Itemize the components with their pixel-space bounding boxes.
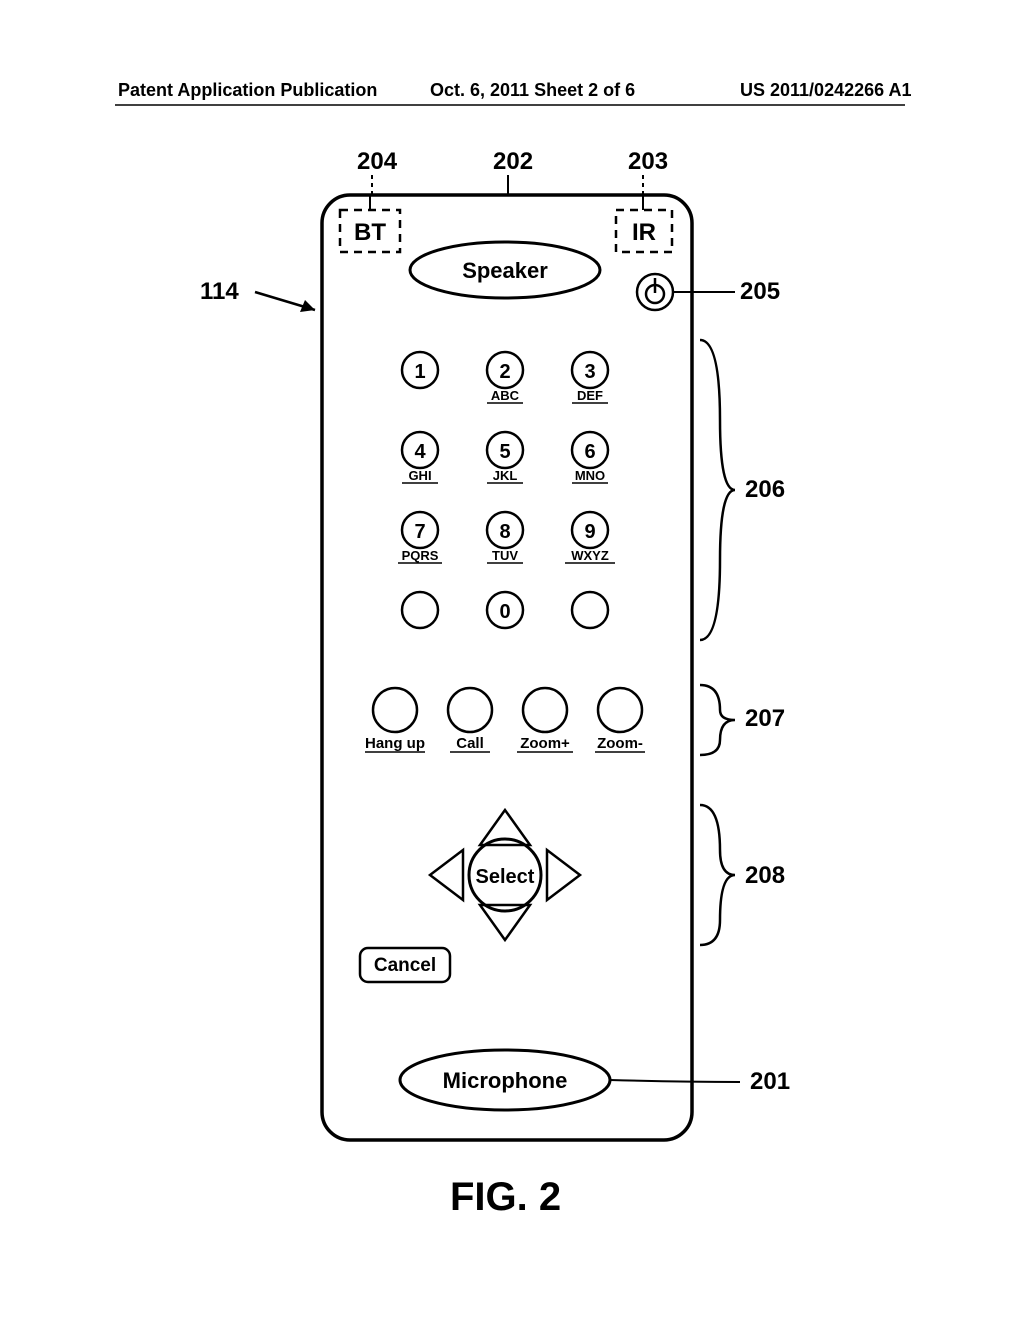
- ref-201: 201: [750, 1068, 790, 1096]
- device-outline: [322, 195, 692, 1140]
- ref-203: 203: [628, 148, 668, 176]
- microphone-label: Microphone: [443, 1068, 568, 1093]
- keypad: 1 2 ABC 3 DEF 4 GHI 5 JKL 6 MNO: [398, 352, 615, 628]
- svg-text:9: 9: [584, 521, 595, 543]
- svg-text:Zoom+: Zoom+: [520, 735, 570, 752]
- svg-text:Zoom-: Zoom-: [597, 735, 643, 752]
- svg-text:WXYZ: WXYZ: [571, 548, 609, 563]
- ref-207: 207: [745, 705, 785, 733]
- svg-text:PQRS: PQRS: [402, 548, 439, 563]
- svg-text:7: 7: [414, 521, 425, 543]
- svg-text:ABC: ABC: [491, 388, 520, 403]
- bt-label: BT: [354, 219, 386, 246]
- svg-text:DEF: DEF: [577, 388, 603, 403]
- ref-202: 202: [493, 148, 533, 176]
- page: Patent Application Publication Oct. 6, 2…: [0, 0, 1024, 1320]
- cancel-label: Cancel: [374, 955, 436, 976]
- svg-text:MNO: MNO: [575, 468, 605, 483]
- svg-text:Hang up: Hang up: [365, 735, 425, 752]
- speaker-label: Speaker: [462, 258, 548, 283]
- ref-205: 205: [740, 278, 780, 306]
- svg-text:3: 3: [584, 361, 595, 383]
- dpad: Select: [430, 810, 580, 940]
- svg-text:TUV: TUV: [492, 548, 518, 563]
- svg-text:JKL: JKL: [493, 468, 518, 483]
- ref-204: 204: [357, 148, 397, 176]
- ir-label: IR: [632, 219, 656, 246]
- action-row: Hang up Call Zoom+ Zoom-: [365, 688, 645, 752]
- svg-text:6: 6: [584, 441, 595, 463]
- figure-label: FIG. 2: [450, 1175, 561, 1220]
- ref-206: 206: [745, 476, 785, 504]
- select-label: Select: [476, 866, 535, 888]
- ref-208: 208: [745, 862, 785, 890]
- svg-text:8: 8: [499, 521, 510, 543]
- ref-114: 114: [200, 278, 239, 306]
- svg-text:1: 1: [414, 361, 425, 383]
- svg-text:0: 0: [499, 601, 510, 623]
- svg-text:Call: Call: [456, 735, 484, 752]
- svg-text:5: 5: [499, 441, 510, 463]
- svg-text:2: 2: [499, 361, 510, 383]
- svg-text:GHI: GHI: [408, 468, 431, 483]
- svg-text:4: 4: [414, 441, 426, 463]
